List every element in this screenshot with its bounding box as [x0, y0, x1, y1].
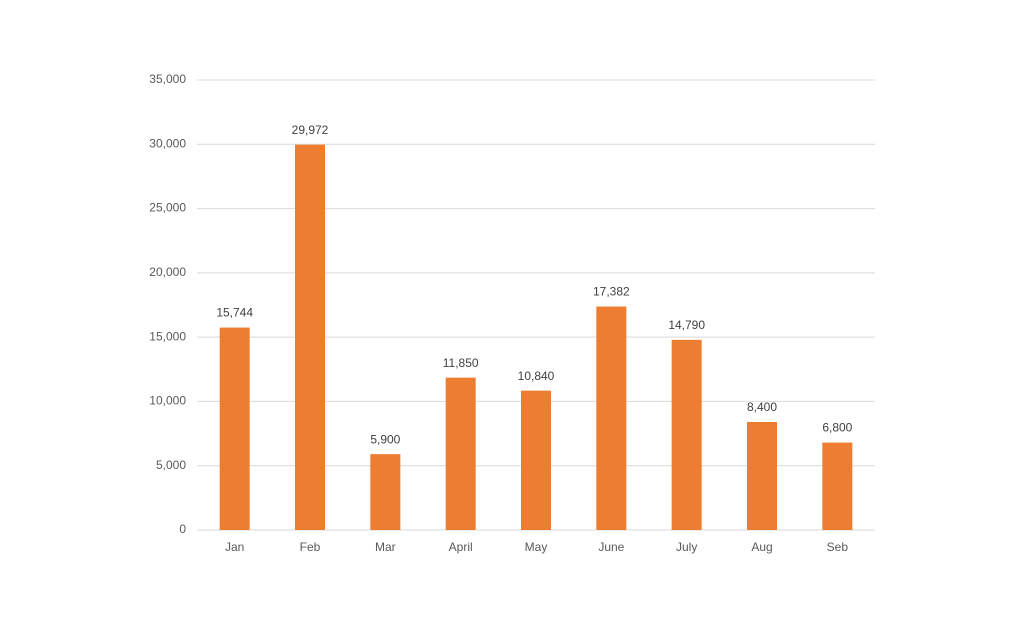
x-tick-label: Aug [751, 540, 772, 554]
bar [370, 454, 401, 530]
x-tick-label: Seb [827, 540, 849, 554]
bar [295, 144, 325, 530]
bar [822, 442, 853, 530]
x-tick-label: Feb [300, 540, 321, 554]
value-label: 5,900 [370, 432, 400, 446]
value-label: 15,744 [216, 306, 253, 320]
bar [596, 306, 627, 530]
bar [671, 339, 702, 530]
x-tick-label: May [525, 540, 548, 554]
x-tick-label: Jan [225, 540, 244, 554]
y-tick-label: 5,000 [156, 458, 186, 472]
value-label: 6,800 [822, 421, 852, 435]
y-tick-label: 30,000 [149, 136, 186, 150]
value-label: 14,790 [668, 318, 705, 332]
x-tick-label: Mar [375, 540, 396, 554]
y-tick-label: 20,000 [149, 265, 186, 279]
y-tick-label: 25,000 [149, 201, 186, 215]
value-label: 11,850 [443, 356, 479, 370]
y-tick-label: 0 [179, 522, 186, 536]
x-tick-label: July [676, 540, 697, 554]
value-label: 8,400 [747, 400, 777, 414]
x-tick-label: June [598, 540, 624, 554]
bar [521, 390, 551, 530]
y-tick-label: 35,000 [149, 72, 186, 86]
value-label: 10,840 [518, 369, 555, 383]
y-tick-label: 15,000 [149, 329, 186, 343]
bar [445, 377, 476, 530]
value-label: 29,972 [292, 123, 329, 137]
value-label: 17,382 [593, 285, 630, 299]
x-tick-label: April [449, 540, 473, 554]
y-tick-label: 10,000 [149, 394, 186, 408]
bar [747, 422, 777, 530]
bar [219, 327, 250, 530]
